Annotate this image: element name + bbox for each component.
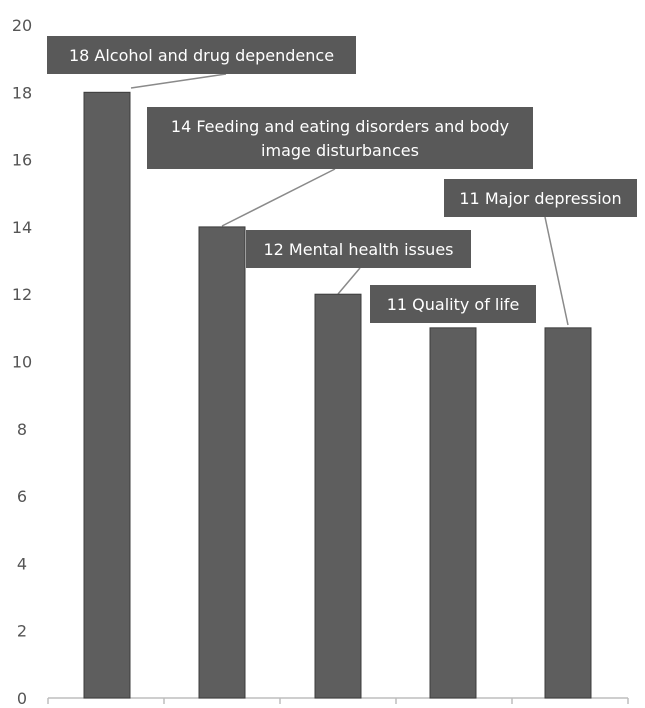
data-labels: 18 Alcohol and drug dependence 14 Feeding… bbox=[47, 36, 637, 323]
y-tick-label: 12 bbox=[12, 285, 32, 304]
data-label-text: 11 Major depression bbox=[459, 189, 621, 208]
bar bbox=[83, 91, 131, 699]
leader-line bbox=[221, 168, 336, 227]
data-label-text: 18 Alcohol and drug dependence bbox=[69, 46, 334, 65]
data-label-box bbox=[47, 36, 356, 74]
data-label: 14 Feeding and eating disorders and body… bbox=[147, 107, 533, 169]
y-tick-label: 14 bbox=[12, 218, 32, 237]
bar bbox=[429, 327, 477, 699]
y-tick-label: 6 bbox=[17, 487, 27, 506]
data-label-box bbox=[147, 107, 533, 169]
data-label-box bbox=[370, 285, 536, 323]
bars bbox=[83, 91, 592, 699]
bar bbox=[198, 226, 246, 699]
y-axis-tick-labels: 0 2 4 6 8 10 12 14 16 18 20 bbox=[12, 16, 32, 708]
y-tick-label: 10 bbox=[12, 353, 32, 372]
y-tick-label: 4 bbox=[17, 554, 27, 573]
data-label-text: 14 Feeding and eating disorders and body bbox=[171, 117, 509, 136]
y-tick-label: 18 bbox=[12, 83, 32, 102]
data-label: 12 Mental health issues bbox=[246, 230, 471, 268]
data-label-box bbox=[246, 230, 471, 268]
y-tick-label: 20 bbox=[12, 16, 32, 35]
leader-line bbox=[130, 73, 227, 89]
leader-line bbox=[544, 216, 569, 326]
data-label: 11 Quality of life bbox=[370, 285, 536, 323]
data-label-text: 12 Mental health issues bbox=[263, 240, 453, 259]
data-label-box bbox=[444, 179, 637, 217]
data-label-text: image disturbances bbox=[261, 141, 419, 160]
bar bbox=[544, 327, 592, 699]
data-label: 11 Major depression bbox=[444, 179, 637, 217]
data-label-text: 11 Quality of life bbox=[387, 295, 520, 314]
x-axis-tick-marks bbox=[47, 698, 629, 704]
y-tick-label: 16 bbox=[12, 151, 32, 170]
bar bbox=[314, 293, 362, 699]
label-leader-lines bbox=[130, 73, 569, 326]
leader-line bbox=[337, 267, 361, 295]
y-tick-label: 8 bbox=[17, 420, 27, 439]
y-tick-label: 2 bbox=[17, 622, 27, 641]
y-tick-label: 0 bbox=[17, 689, 27, 704]
data-label: 18 Alcohol and drug dependence bbox=[47, 36, 356, 74]
